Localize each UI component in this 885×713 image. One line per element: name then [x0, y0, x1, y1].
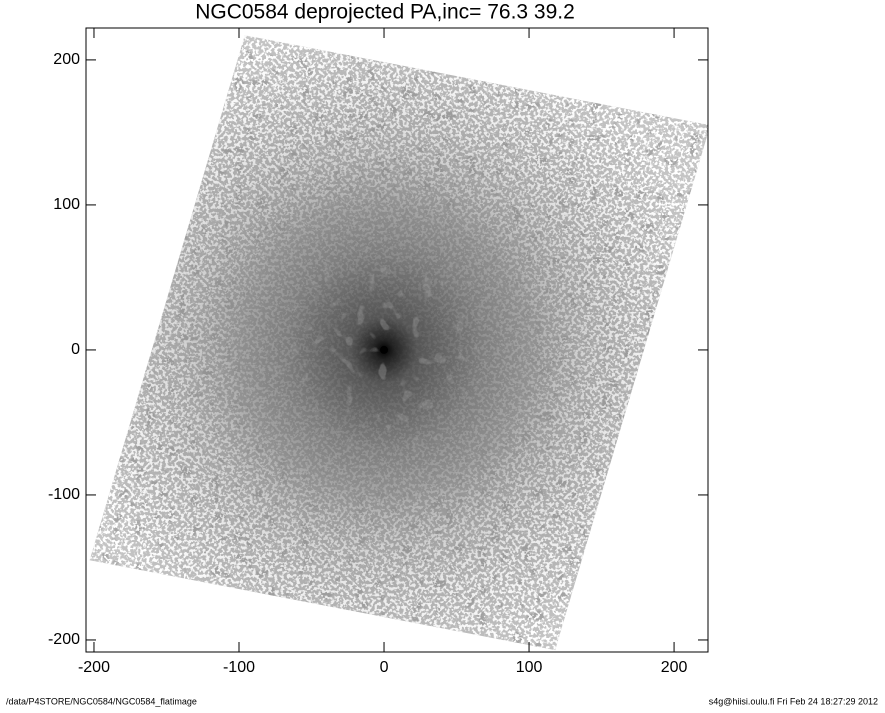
image-area — [89, 35, 708, 651]
y-tick-label: -100 — [48, 486, 80, 503]
x-tick-label: 200 — [661, 659, 688, 676]
y-tick-label: -200 — [48, 631, 80, 648]
x-tick-label: -200 — [78, 659, 110, 676]
galaxy-core — [380, 345, 389, 354]
x-tick-label: 100 — [516, 659, 543, 676]
footer-stamp: s4g@hiisi.oulu.fi Fri Feb 24 18:27:29 20… — [709, 696, 878, 706]
chart-title: NGC0584 deprojected PA,inc= 76.3 39.2 — [195, 1, 575, 24]
noise-texture — [89, 35, 708, 651]
y-tick-label: 0 — [71, 341, 80, 358]
y-tick-label: 200 — [53, 51, 80, 68]
noise-speckle — [89, 35, 708, 651]
plot-frame — [85, 27, 709, 653]
y-tick-label: 100 — [53, 196, 80, 213]
x-tick-label: -100 — [223, 659, 255, 676]
x-tick-label: 0 — [380, 659, 389, 676]
footer-path: /data/P4STORE/NGC0584/NGC0584_flatimage — [6, 696, 197, 706]
